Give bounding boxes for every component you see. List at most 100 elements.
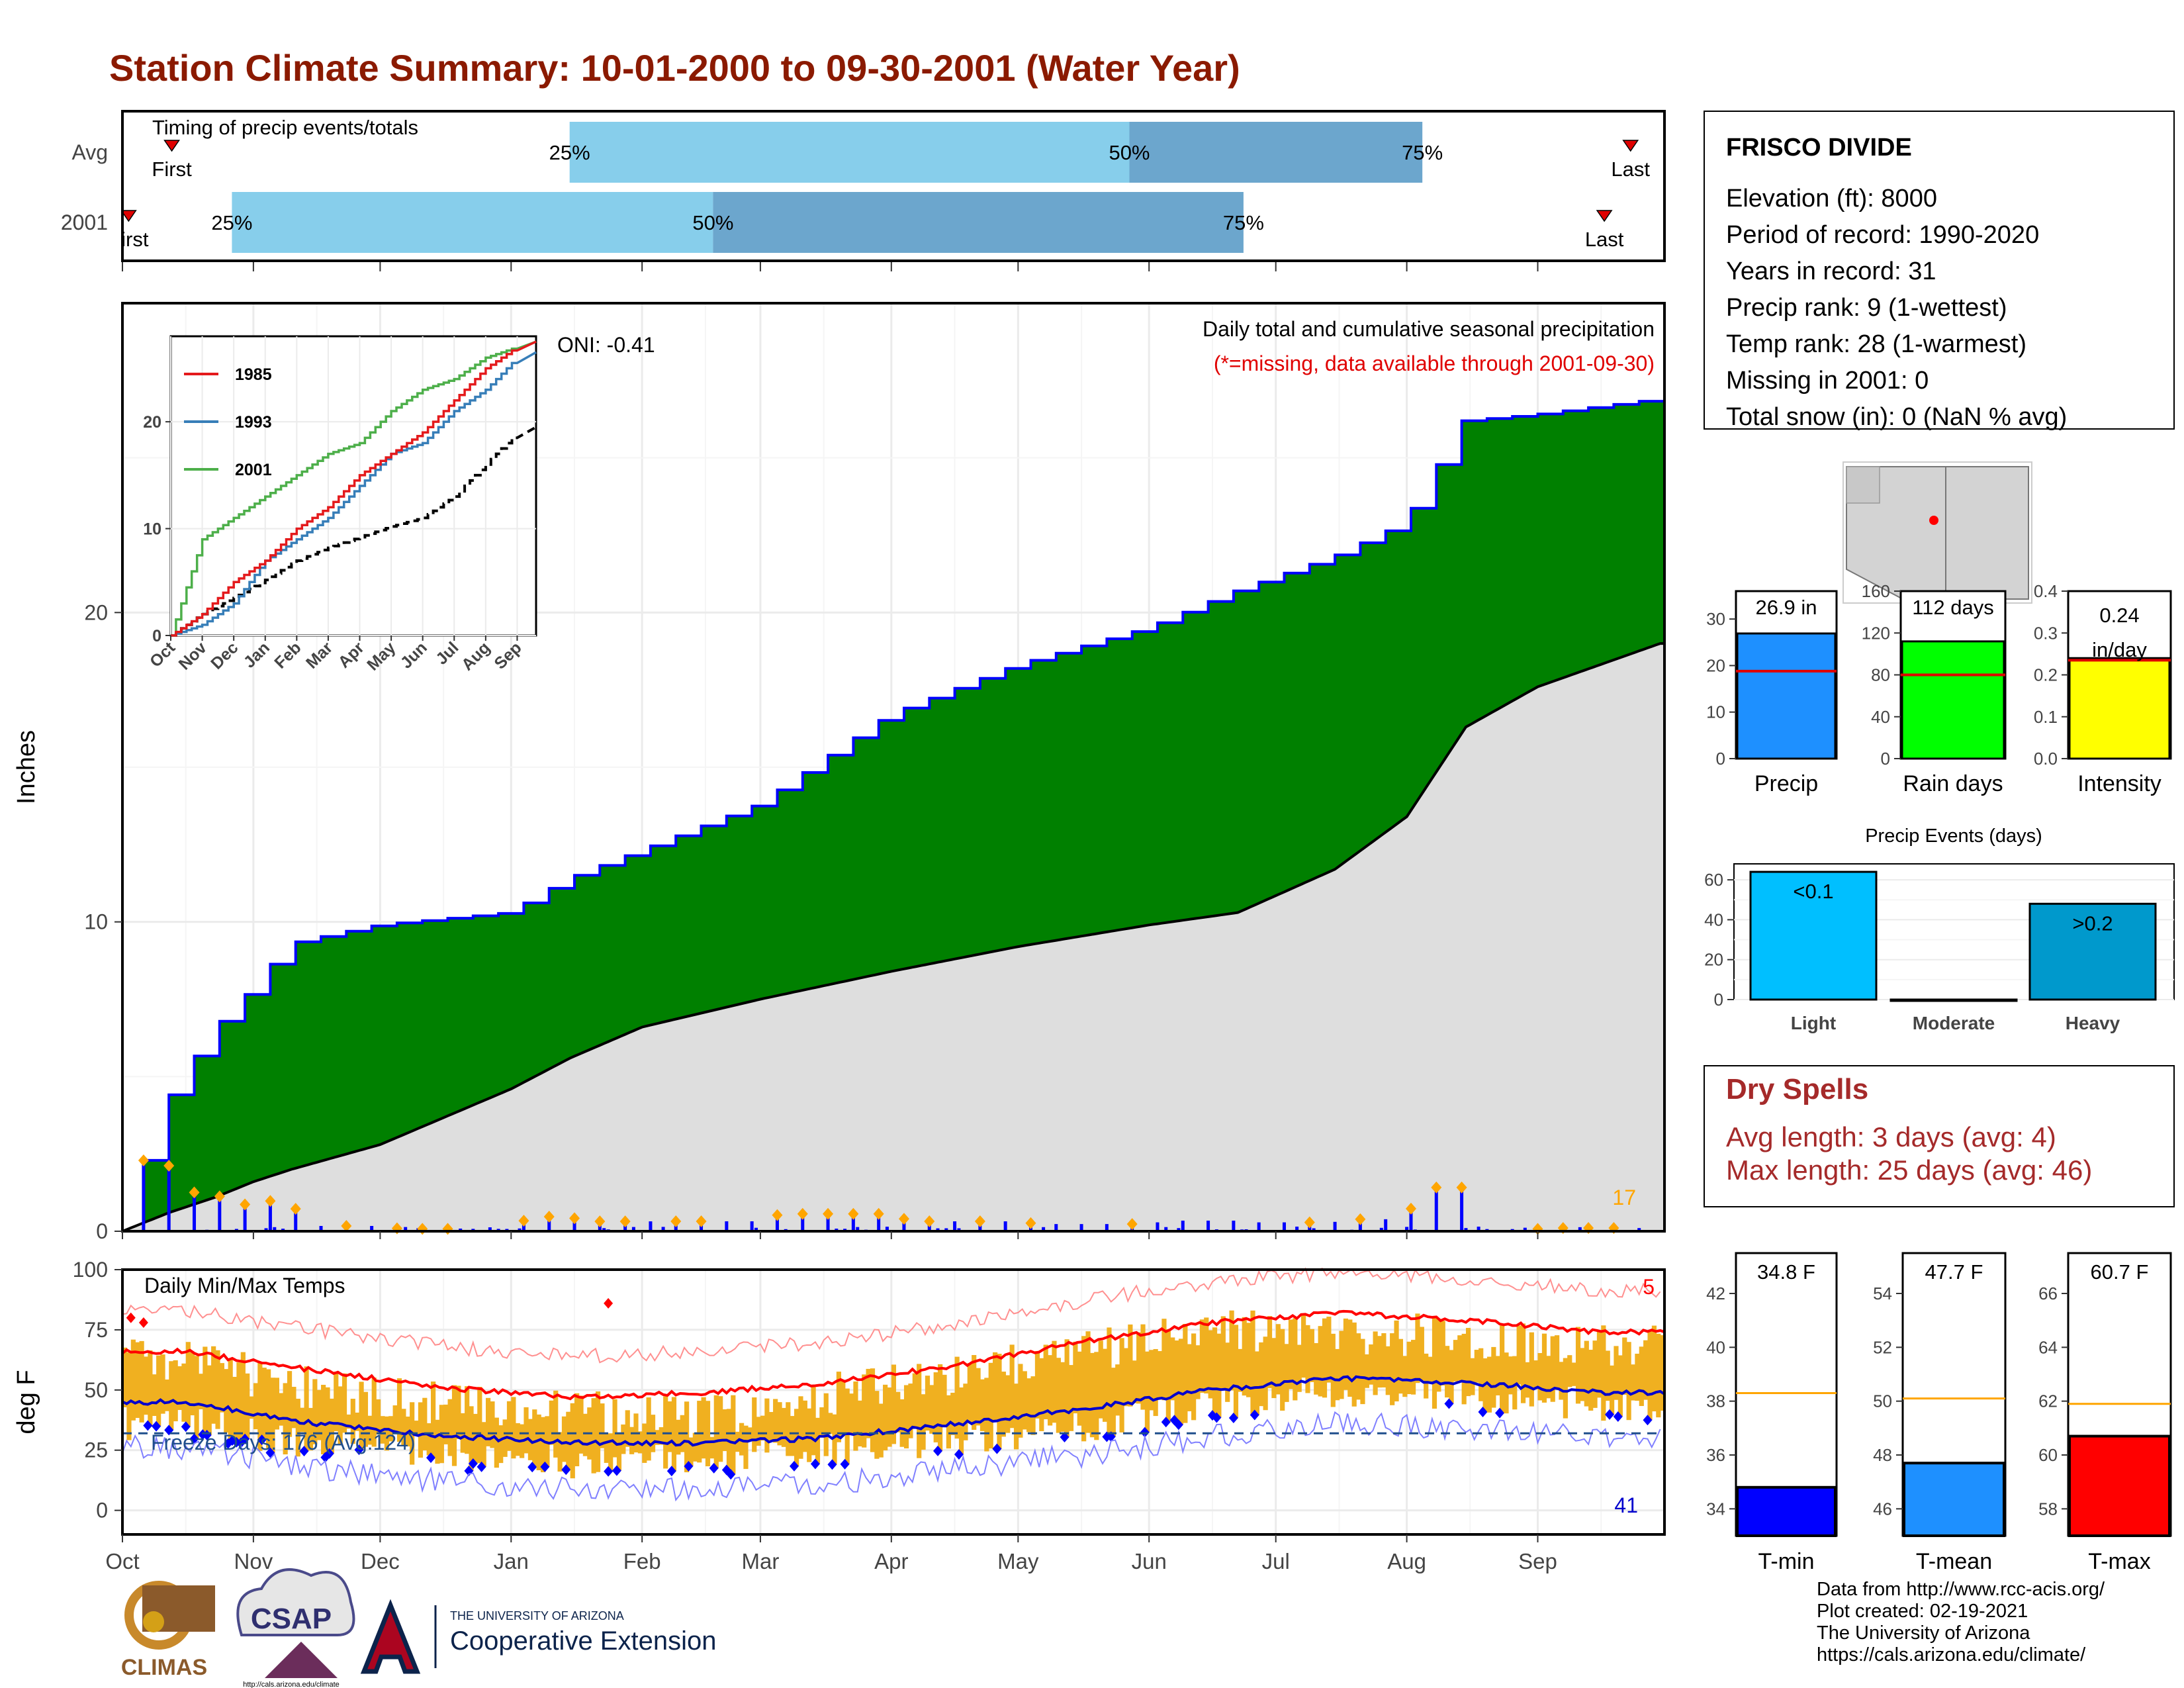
daily-temp-bar [1470, 1358, 1475, 1395]
dry-spells-frame [1704, 1065, 2175, 1207]
daily-temp-bar [1605, 1350, 1610, 1401]
station-frame [1704, 111, 2175, 430]
record-low-marker [181, 1421, 191, 1432]
daily-temp-bar [933, 1372, 938, 1442]
daily-temp-bar [295, 1399, 300, 1457]
freeze-days-label: Freeze Days: 176 (Avg:124) [151, 1430, 416, 1454]
daily-temp-bar [1330, 1333, 1336, 1407]
daily-temp-bar [921, 1394, 926, 1450]
daily-temp-bar [1630, 1364, 1636, 1401]
record-low-marker [354, 1444, 364, 1456]
daily-temp-bar [1516, 1325, 1522, 1385]
daily-temp-bar [891, 1364, 896, 1444]
record-low-marker [612, 1465, 621, 1476]
temp-ytick-label: 25 [84, 1438, 108, 1462]
daily-temp-bar [1588, 1350, 1594, 1411]
daily-temp-bar [384, 1416, 389, 1451]
daily-temp-bar [1009, 1344, 1015, 1429]
daily-temp-bar [1381, 1333, 1387, 1387]
daily-precip-bar [294, 1209, 298, 1231]
temp-ytick-label: 0 [96, 1499, 108, 1523]
snow-marker [1355, 1213, 1366, 1225]
daily-temp-bar [692, 1432, 698, 1462]
timing-bar-25-50 [569, 122, 1130, 183]
daily-temp-bar [1195, 1345, 1201, 1399]
daily-temp-bar [866, 1368, 871, 1438]
daily-temp-bar [1537, 1353, 1543, 1401]
precip-frame [121, 302, 1666, 1233]
snow-marker [341, 1219, 352, 1232]
daily-temp-bar [756, 1417, 761, 1446]
daily-precip-bar [953, 1221, 957, 1231]
temp-y-axis-label: deg F [13, 1370, 40, 1434]
precip-event-bar-label: <0.1 [1793, 880, 1833, 903]
daily-temp-bar [451, 1385, 457, 1466]
record-low-marker [1173, 1419, 1183, 1430]
daily-temp-bar [1394, 1320, 1399, 1402]
daily-temp-bar [211, 1346, 216, 1424]
daily-precip-bar [1637, 1228, 1641, 1231]
daily-temp-bar [1656, 1333, 1661, 1418]
daily-temp-bar [629, 1427, 635, 1454]
daily-temp-bar [1373, 1331, 1378, 1395]
daily-temp-bar [261, 1368, 267, 1440]
daily-temp-bar [287, 1371, 293, 1437]
snow-marker [1405, 1202, 1416, 1215]
daily-temp-bar [1301, 1315, 1306, 1378]
record-low-marker [1140, 1427, 1150, 1438]
daily-temp-bar [1580, 1348, 1585, 1401]
daily-temp-bar [549, 1400, 554, 1445]
record-low-marker [1478, 1406, 1488, 1417]
daily-temp-bar [1364, 1354, 1369, 1388]
daily-temp-bar [1415, 1313, 1420, 1383]
dry-spells-title: Dry Spells [1726, 1073, 1868, 1105]
summary-bar-ytick-label: 0.3 [2034, 623, 2058, 643]
precip-event-category: Moderate [1913, 1013, 1995, 1033]
station-info-line: Total snow (in): 0 (NaN % avg) [1726, 403, 2067, 431]
average-cumulative-line [122, 642, 1664, 1233]
record-low-marker [840, 1458, 850, 1470]
daily-temp-bar [595, 1391, 601, 1472]
snow-marker [898, 1213, 909, 1225]
page-title: Station Climate Summary: 10-01-2000 to 0… [109, 47, 1240, 89]
daily-temp-bar [388, 1416, 394, 1442]
snow-marker [772, 1209, 783, 1221]
daily-temp-bar [477, 1387, 482, 1464]
daily-temp-bar [1406, 1341, 1412, 1395]
snow-marker [1126, 1218, 1138, 1231]
daily-temp-bar [823, 1393, 829, 1456]
daily-temp-bar [135, 1342, 140, 1419]
temp-bar-t-mean [1903, 1462, 2005, 1537]
daily-temp-bar [726, 1409, 732, 1470]
daily-temp-bar [1356, 1333, 1361, 1400]
daily-temp-bar [1030, 1376, 1036, 1435]
last-marker [1622, 140, 1639, 152]
daily-temp-bar [1094, 1352, 1099, 1440]
daily-temp-bar [574, 1393, 580, 1467]
snow-marker [873, 1207, 884, 1220]
daily-precip-bar [1156, 1222, 1160, 1231]
daily-temp-bar [1504, 1352, 1509, 1414]
daily-temp-bar [1208, 1330, 1213, 1399]
daily-temp-bar [781, 1407, 787, 1447]
record-low-marker [189, 1433, 199, 1444]
daily-temp-bar [979, 1379, 985, 1431]
daily-precip-bar [518, 1228, 522, 1231]
temp-bar-value-label: 60.7 F [2091, 1260, 2149, 1284]
daily-temp-bar [731, 1395, 736, 1475]
daily-temp-bar [371, 1378, 377, 1447]
daily-precip-bar [1181, 1220, 1185, 1231]
daily-temp-bar [1220, 1316, 1226, 1389]
daily-temp-bar [1622, 1337, 1627, 1395]
summary-bar-ytick-label: 0.0 [2034, 749, 2058, 769]
temp-ytick-label: 100 [73, 1258, 108, 1282]
snow-marker [240, 1198, 251, 1211]
missing-note: (*=missing, data available through 2001-… [1214, 352, 1655, 375]
timing-row-label: Avg [71, 140, 108, 164]
daily-temp-bar [786, 1402, 791, 1456]
daily-temp-bar [646, 1397, 651, 1461]
daily-precip-bar [1003, 1221, 1007, 1231]
daily-temp-bar [887, 1387, 892, 1447]
daily-temp-bar [346, 1414, 351, 1429]
inset-line-2001 [171, 340, 537, 637]
